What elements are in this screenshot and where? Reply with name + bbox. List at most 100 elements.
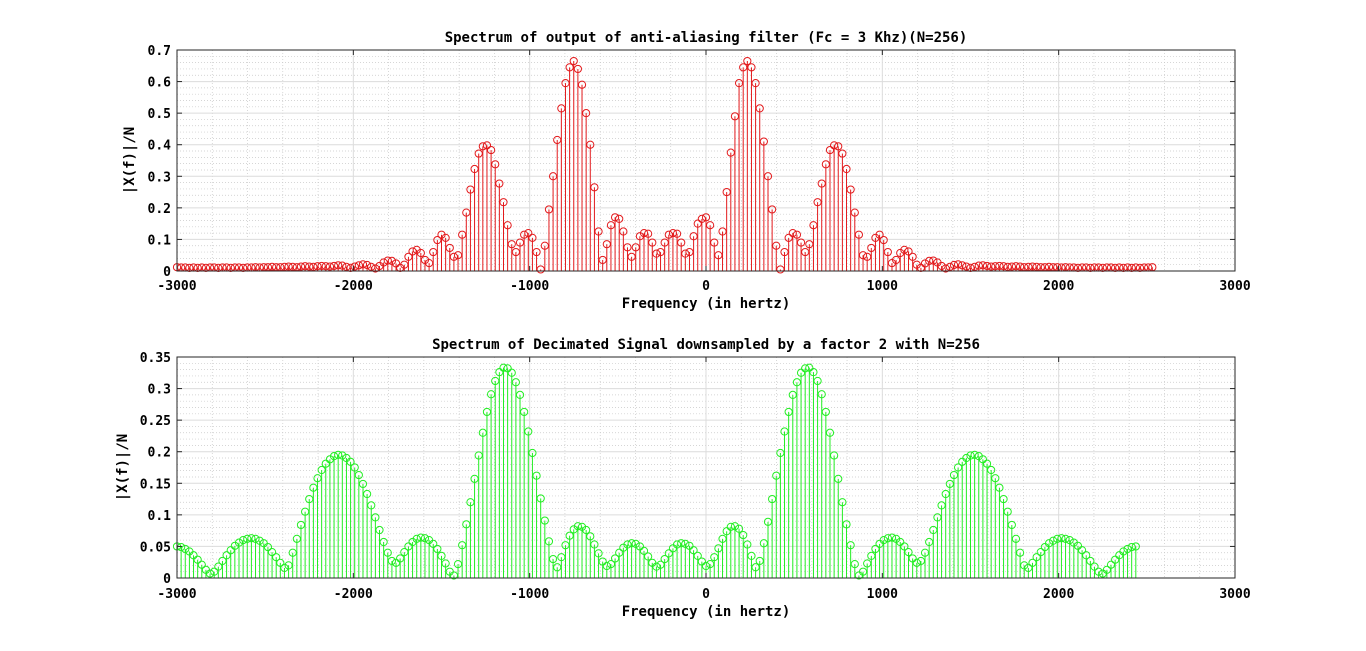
stem-marker (664, 230, 673, 239)
stem-marker (681, 249, 690, 258)
stem-marker (987, 465, 996, 475)
stem-marker (416, 533, 425, 542)
stem-marker (631, 243, 640, 252)
stem-marker (904, 247, 913, 256)
stem-marker (1106, 560, 1116, 569)
stem-marker (796, 368, 806, 377)
stem-marker (718, 227, 727, 236)
stem-marker (321, 262, 330, 271)
stem-marker (594, 227, 603, 236)
stem-marker (929, 525, 938, 535)
x-tick-label: -1000 (510, 279, 549, 294)
bottom-grid (176, 356, 1236, 579)
stem-marker (987, 262, 996, 271)
x-tick-label: -2000 (334, 279, 373, 294)
stem-marker (648, 238, 657, 247)
stem-marker (842, 164, 851, 174)
stem-marker (1028, 558, 1037, 567)
stem-marker (528, 233, 537, 242)
stem-marker (743, 56, 752, 66)
stem-marker (565, 63, 574, 72)
stem-marker (937, 501, 946, 510)
stem-marker (825, 145, 835, 155)
stem-marker (747, 63, 756, 72)
stem-marker (1131, 542, 1140, 551)
stem-marker (623, 243, 632, 252)
stem-marker (602, 240, 611, 249)
stem-marker (1123, 544, 1132, 554)
stem-marker (573, 522, 582, 531)
stem-marker (920, 548, 930, 557)
x-tick-label: 2000 (1043, 587, 1074, 602)
stem-marker (1003, 262, 1012, 271)
stem-marker (722, 527, 731, 536)
y-tick-label: 0.3 (148, 170, 171, 185)
stem-marker (978, 455, 987, 464)
stem-marker (615, 214, 624, 224)
stem-marker (710, 238, 719, 247)
stem-marker (755, 104, 764, 113)
stem-marker (181, 544, 190, 554)
stem-marker (511, 378, 520, 387)
stem-marker (714, 544, 723, 553)
stem-marker (276, 558, 285, 567)
stem-marker (685, 247, 694, 257)
stem-marker (354, 261, 363, 270)
stem-marker (945, 262, 954, 271)
stem-marker (693, 551, 702, 561)
stem-marker (817, 390, 826, 399)
stem-marker (1049, 536, 1058, 545)
stem-marker (809, 221, 818, 230)
stem-marker (602, 561, 611, 571)
stem-marker (462, 520, 471, 529)
stem-marker (197, 560, 206, 569)
stem-marker (218, 556, 227, 566)
stem-marker (627, 252, 636, 261)
stem-marker (780, 427, 789, 436)
stem-marker (896, 537, 905, 547)
stem-marker (350, 262, 359, 271)
stem-marker (995, 261, 1004, 271)
stem-marker (305, 494, 314, 504)
stem-marker (821, 160, 830, 169)
stem-marker (879, 536, 888, 545)
stem-marker (425, 259, 434, 268)
stem-marker (284, 262, 293, 271)
stem-marker (846, 541, 855, 550)
stem-marker (689, 232, 698, 241)
stem-marker (486, 390, 496, 399)
stem-marker (301, 262, 310, 271)
stem-marker (325, 262, 335, 271)
x-tick-label: 2000 (1043, 279, 1074, 294)
stem-marker (408, 247, 417, 256)
stem-marker (379, 537, 388, 547)
stem-marker (776, 448, 785, 458)
stem-marker (383, 256, 392, 265)
stem-marker (1024, 563, 1033, 572)
stem-marker (234, 538, 244, 547)
stem-marker (941, 264, 950, 273)
y-tick-label: 0.2 (148, 202, 171, 217)
stem-marker (900, 245, 909, 254)
stem-marker (809, 368, 818, 377)
stem-marker (838, 149, 847, 158)
stem-marker (350, 463, 359, 472)
stem-marker (879, 235, 888, 245)
stem-marker (515, 390, 525, 399)
stem-marker (272, 553, 281, 562)
stem-marker (954, 463, 963, 472)
stem-marker (358, 479, 368, 489)
y-tick-label: 0.35 (140, 351, 171, 366)
x-tick-label: 1000 (867, 587, 898, 602)
stem-marker (557, 553, 566, 562)
stem-marker (693, 219, 702, 228)
stem-marker (1011, 262, 1021, 271)
stem-marker (701, 561, 711, 571)
stem-marker (296, 262, 306, 271)
stem-marker (499, 363, 508, 372)
stem-marker (449, 571, 458, 580)
y-tick-label: 0.25 (140, 414, 171, 429)
bottom-x-axis-label: Frequency (in hertz) (622, 604, 791, 620)
stem-marker (582, 109, 591, 118)
stem-marker (974, 261, 983, 270)
